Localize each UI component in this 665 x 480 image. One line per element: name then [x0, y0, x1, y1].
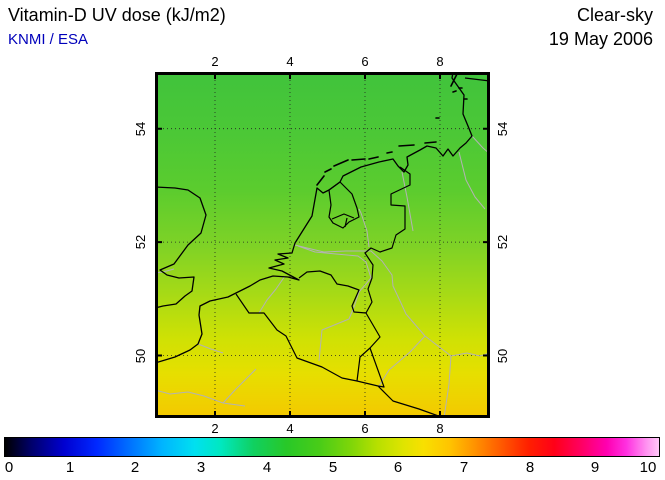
- x-tick-bottom: 8: [436, 421, 444, 436]
- colorbar-tick-label: 7: [459, 459, 469, 476]
- colorbar-tick-label: 4: [262, 459, 272, 476]
- sky-condition: Clear-sky: [576, 5, 653, 25]
- colorbar-tick-label: 0: [4, 459, 14, 476]
- figure-title: Vitamin-D UV dose (kJ/m2): [8, 5, 226, 25]
- x-tick-top: 4: [286, 54, 294, 69]
- colorbar-tick-label: 6: [393, 459, 403, 476]
- tick-marks: [155, 72, 490, 418]
- ijsselmeer-outline: [328, 181, 360, 229]
- y-tick-left: 54: [133, 121, 148, 137]
- y-tick-right: 52: [495, 234, 510, 250]
- colorbar-tick-label: 8: [525, 459, 535, 476]
- x-tick-top: 2: [211, 54, 219, 69]
- colorbar-tick-label: 5: [328, 459, 338, 476]
- colorbar-tick-label: 1: [65, 459, 75, 476]
- wadden-islands: [316, 73, 468, 186]
- y-tick-right: 54: [495, 121, 510, 137]
- colorbar-tick-label: 10: [639, 459, 657, 476]
- map-canvas: [155, 72, 490, 418]
- y-tick-right: 50: [495, 348, 510, 364]
- coastline-england: [155, 186, 207, 309]
- country-borders: [235, 77, 490, 418]
- attribution: KNMI / ESA: [8, 31, 89, 48]
- colorbar: [4, 437, 660, 457]
- x-tick-top: 8: [436, 54, 444, 69]
- x-tick-top: 6: [361, 54, 369, 69]
- colorbar-tick-label: 2: [130, 459, 140, 476]
- date-label: 19 May 2006: [548, 29, 653, 49]
- colorbar-tick-label: 3: [196, 459, 206, 476]
- x-tick-bottom: 6: [361, 421, 369, 436]
- y-tick-left: 52: [133, 234, 148, 250]
- x-tick-bottom: 2: [211, 421, 219, 436]
- colorbar-tick-label: 9: [590, 459, 600, 476]
- x-tick-bottom: 4: [286, 421, 294, 436]
- y-tick-left: 50: [133, 348, 148, 364]
- map-frame: [155, 72, 490, 418]
- graticule: [155, 72, 490, 418]
- map-overlay: [155, 72, 490, 418]
- coastline-continent: [155, 72, 473, 364]
